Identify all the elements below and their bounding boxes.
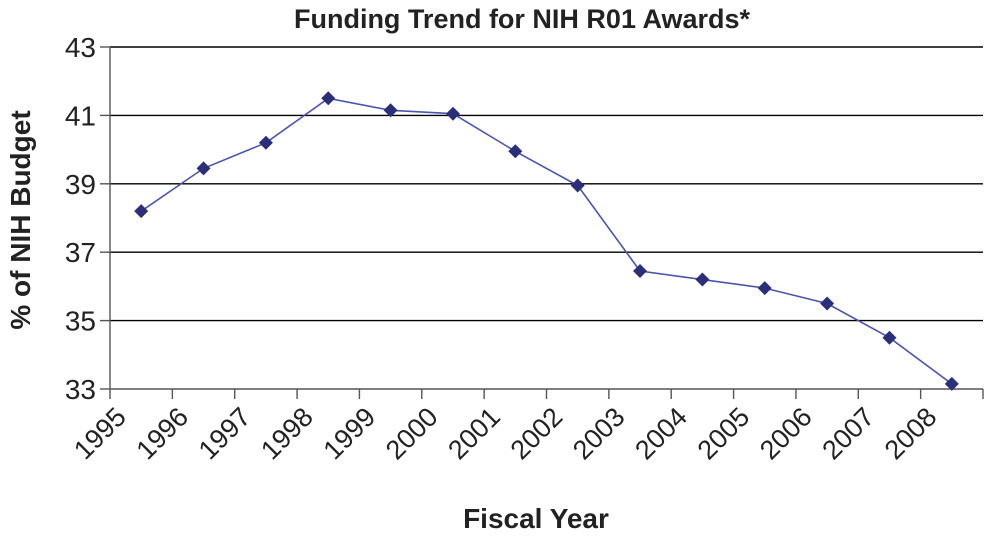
- data-point-2006: [820, 296, 835, 311]
- gridlines: [110, 46, 983, 322]
- x-tick-label: 2003: [567, 402, 631, 466]
- x-tick-label: 1996: [130, 402, 194, 466]
- x-tick-label: 2005: [692, 402, 756, 466]
- data-point-2008: [944, 376, 959, 391]
- y-axis-label: % of NIH Budget: [5, 110, 36, 329]
- x-tick-label: 2007: [816, 402, 880, 466]
- x-tick-label: 1995: [68, 402, 132, 466]
- y-tick-label: 41: [65, 100, 96, 131]
- series-line: [140, 97, 953, 385]
- data-point-1998: [321, 91, 336, 106]
- x-tick-label: 1997: [193, 402, 257, 466]
- y-tick-label: 35: [65, 306, 96, 337]
- series-layer: [140, 97, 953, 385]
- data-point-2003: [633, 264, 648, 279]
- y-tick-label: 39: [65, 169, 96, 200]
- data-point-1995: [134, 204, 149, 219]
- y-tick-label: 37: [65, 237, 96, 268]
- y-tick-label: 33: [65, 374, 96, 405]
- x-tick-label: 2002: [505, 402, 569, 466]
- data-point-1996: [196, 161, 211, 176]
- x-tick-label: 1998: [255, 402, 319, 466]
- data-point-2001: [508, 144, 523, 159]
- data-point-1999: [383, 103, 398, 118]
- x-tick-label: 2004: [629, 402, 693, 466]
- chart-title: Funding Trend for NIH R01 Awards*: [294, 4, 751, 34]
- x-tick-labels: 1995199619971998199920002001200220032004…: [68, 402, 942, 466]
- x-tick-label: 2008: [879, 402, 943, 466]
- x-tick-label: 1999: [318, 402, 382, 466]
- y-tick-label: 43: [65, 32, 96, 63]
- x-tick-label: 2001: [442, 402, 506, 466]
- data-point-2007: [882, 330, 897, 345]
- data-point-2005: [757, 281, 772, 296]
- data-point-2002: [570, 178, 585, 193]
- x-axis-label: Fiscal Year: [463, 503, 609, 534]
- data-point-1997: [258, 135, 273, 150]
- x-tick-label: 2006: [754, 402, 818, 466]
- axes: [100, 46, 984, 399]
- x-tick-label: 2000: [380, 402, 444, 466]
- marker-layer: [134, 91, 959, 391]
- y-tick-labels: 33 35 37 39 41 43: [65, 32, 96, 405]
- data-point-2004: [695, 272, 710, 287]
- data-point-2000: [445, 106, 460, 121]
